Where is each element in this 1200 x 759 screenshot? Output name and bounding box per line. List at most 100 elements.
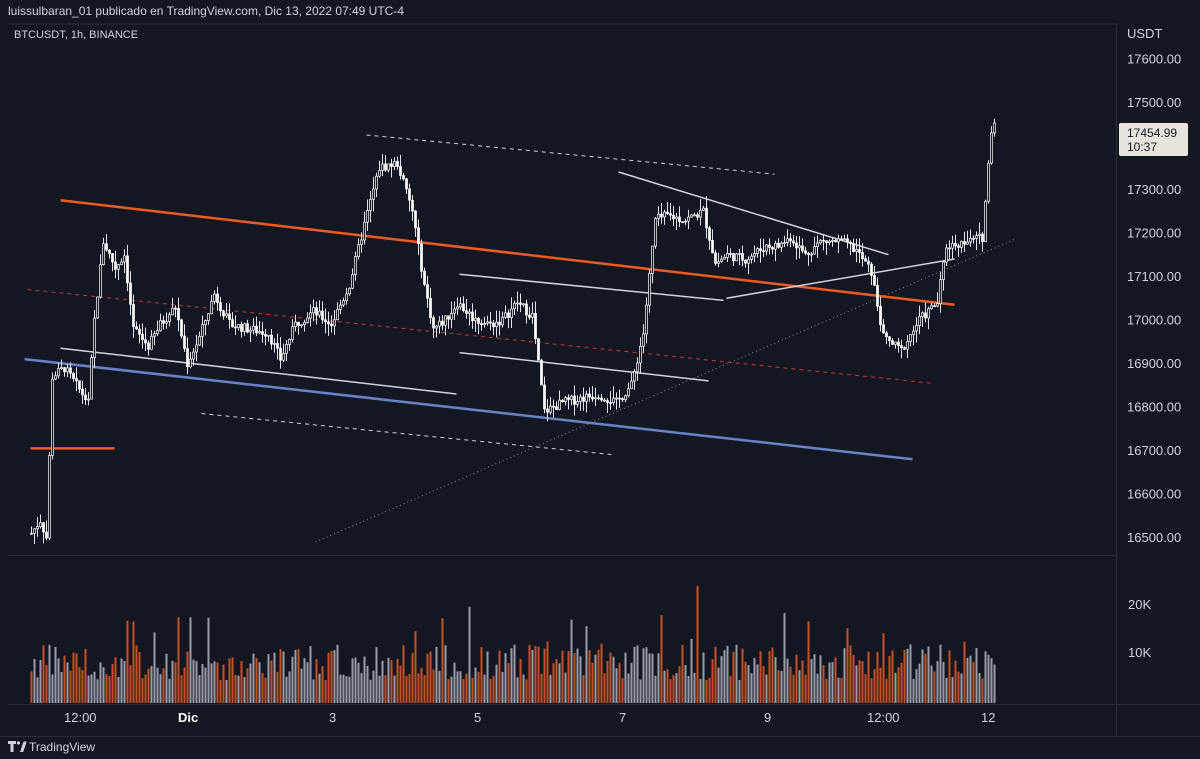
volume-bar-71 xyxy=(243,677,246,703)
candle-body-248 xyxy=(774,242,777,250)
candle-body-311 xyxy=(963,241,966,245)
candle-body-60 xyxy=(210,301,213,315)
volume-bar-60 xyxy=(210,663,213,703)
volume-bar-288 xyxy=(894,672,897,703)
volume-bar-142 xyxy=(456,671,459,703)
candle-body-81 xyxy=(273,342,276,345)
price-tick-3: 17300.00 xyxy=(1127,182,1181,197)
candle-body-202 xyxy=(636,362,639,372)
candle-body-6 xyxy=(48,455,51,539)
candle-body-321 xyxy=(993,122,996,134)
candle-body-216 xyxy=(678,216,681,223)
volume-bar-291 xyxy=(903,650,906,703)
price-tick-0: 17600.00 xyxy=(1127,51,1181,66)
candle-body-169 xyxy=(537,338,540,361)
volume-bar-123 xyxy=(399,665,402,703)
volume-bar-181 xyxy=(573,653,576,703)
time-label-8: 12 xyxy=(981,710,995,725)
candle-body-219 xyxy=(687,216,690,222)
volume-bar-25 xyxy=(105,674,108,703)
volume-bar-88 xyxy=(294,649,297,703)
candle-body-227 xyxy=(711,239,714,254)
candle-body-141 xyxy=(453,308,456,314)
volume-bar-81 xyxy=(273,652,276,703)
volume-bar-144 xyxy=(462,679,465,703)
volume-bar-75 xyxy=(255,658,258,703)
volume-bar-315 xyxy=(975,648,978,703)
volume-bar-1 xyxy=(33,658,36,703)
candle-body-206 xyxy=(648,273,651,306)
candle-body-137 xyxy=(441,320,444,326)
volume-bar-113 xyxy=(369,679,372,703)
volume-bar-265 xyxy=(825,678,828,703)
volume-bar-49 xyxy=(177,617,180,703)
volume-bar-158 xyxy=(504,653,507,703)
volume-bar-260 xyxy=(810,659,813,703)
candle-body-139 xyxy=(447,315,450,320)
candle-body-157 xyxy=(501,316,504,326)
candle-body-300 xyxy=(930,305,933,309)
volume-bar-155 xyxy=(495,664,498,703)
volume-bar-40 xyxy=(150,666,153,703)
candle-body-214 xyxy=(672,214,675,220)
volume-bar-184 xyxy=(582,675,585,703)
candlesticks xyxy=(30,118,996,545)
volume-bar-178 xyxy=(564,672,567,703)
candle-body-175 xyxy=(555,406,558,410)
candle-body-61 xyxy=(213,293,216,302)
volume-bar-64 xyxy=(222,664,225,703)
volume-bar-175 xyxy=(555,659,558,703)
volume-bar-286 xyxy=(888,655,891,703)
candle-body-299 xyxy=(927,308,930,319)
volume-bar-206 xyxy=(648,653,651,703)
candle-body-222 xyxy=(696,214,699,218)
candle-body-110 xyxy=(360,239,363,246)
volume-bar-183 xyxy=(579,656,582,703)
candle-body-88 xyxy=(294,321,297,328)
candle-body-40 xyxy=(150,335,153,350)
volume-bar-222 xyxy=(696,586,699,703)
volume-bar-43 xyxy=(159,674,162,703)
candle-body-94 xyxy=(312,307,315,314)
candle-body-261 xyxy=(813,246,816,255)
volume-bar-242 xyxy=(756,664,759,703)
candle-body-199 xyxy=(627,388,630,397)
candle-body-280 xyxy=(870,263,873,276)
volume-bar-295 xyxy=(915,669,918,703)
candle-body-103 xyxy=(339,304,342,310)
volume-bar-150 xyxy=(480,647,483,703)
volume-bar-47 xyxy=(171,660,174,703)
candle-body-59 xyxy=(207,313,210,321)
candle-body-240 xyxy=(750,255,753,260)
volume-bar-100 xyxy=(330,650,333,703)
volume-bar-189 xyxy=(597,649,600,703)
time-label-5: 7 xyxy=(619,710,626,725)
candle-body-170 xyxy=(540,359,543,386)
candle-body-270 xyxy=(840,238,843,241)
volume-bar-32 xyxy=(126,620,129,703)
volume-bar-220 xyxy=(690,638,693,703)
volume-bar-250 xyxy=(780,670,783,703)
candle-body-183 xyxy=(579,396,582,402)
volume-bar-136 xyxy=(438,670,441,703)
candle-body-37 xyxy=(141,333,144,341)
candle-body-46 xyxy=(168,314,171,322)
volume-bar-12 xyxy=(66,662,69,703)
volume-bar-8 xyxy=(54,646,57,703)
volume-bar-3 xyxy=(39,659,42,703)
volume-bar-269 xyxy=(837,677,840,703)
tradingview-logo[interactable]: TradingView xyxy=(8,740,95,754)
candle-body-62 xyxy=(216,293,219,304)
candle-body-148 xyxy=(474,317,477,322)
candle-body-13 xyxy=(69,367,72,374)
candle-body-291 xyxy=(903,347,906,350)
volume-bar-202 xyxy=(636,645,639,703)
candle-body-106 xyxy=(348,287,351,295)
candle-body-96 xyxy=(318,310,321,316)
trend-lines[interactable] xyxy=(24,134,1015,543)
candle-body-308 xyxy=(954,242,957,247)
volume-bar-13 xyxy=(69,670,72,703)
volume-bar-278 xyxy=(864,674,867,703)
